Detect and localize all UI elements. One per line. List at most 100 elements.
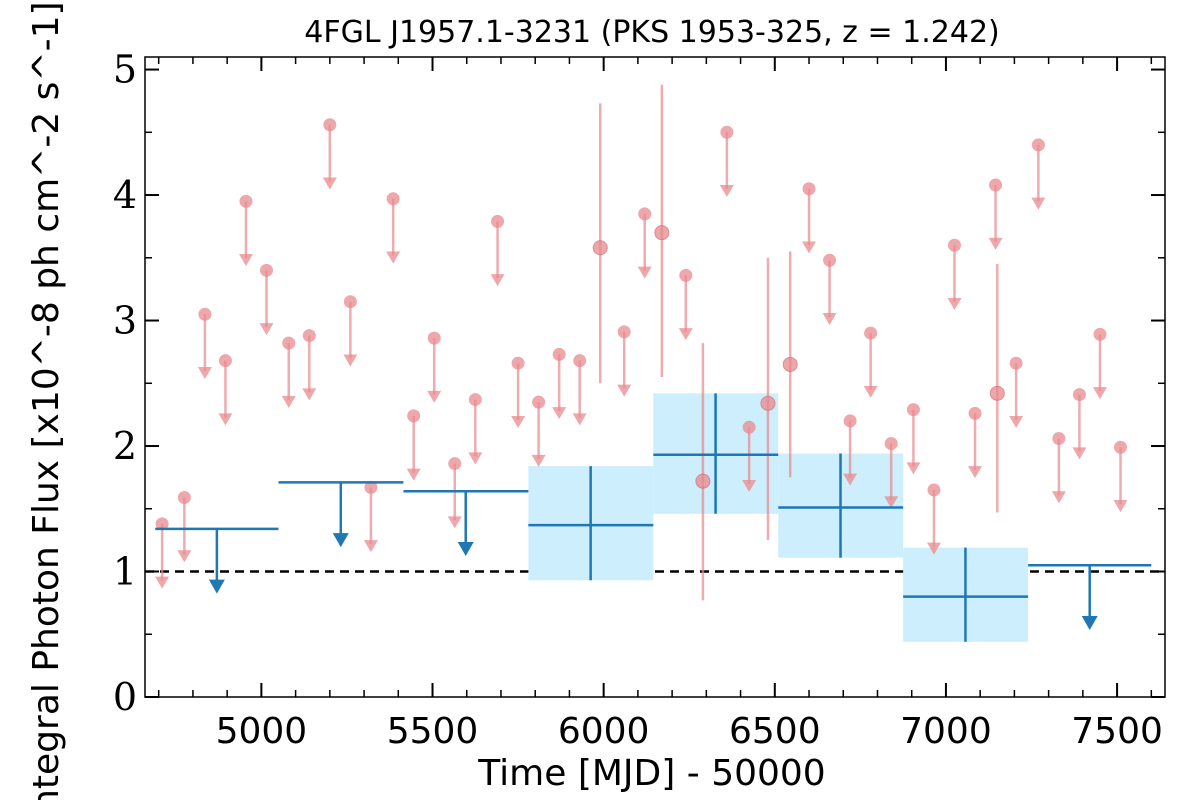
short-bin-upper-limit-arrowhead bbox=[678, 328, 693, 341]
long-bin-upper-limit-arrowhead bbox=[208, 579, 225, 594]
chart-title: 4FGL J1957.1-3231 (PKS 1953-325, z = 1.2… bbox=[304, 15, 999, 50]
short-bin-upper-limit-arrowhead bbox=[863, 385, 878, 398]
y-tick-label: 3 bbox=[113, 299, 137, 343]
short-bin-upper-limit-point bbox=[239, 194, 253, 208]
long-bin-upper-limit-arrowhead bbox=[1081, 615, 1098, 630]
short-bin-upper-limit-point bbox=[427, 331, 441, 345]
short-bin-upper-limit-arrowhead bbox=[843, 473, 858, 486]
short-bin-upper-limit-arrowhead bbox=[802, 241, 817, 254]
short-bin-upper-limit-point bbox=[1052, 431, 1066, 445]
plot-frame bbox=[144, 56, 1166, 698]
x-axis-label: Time [MJD] - 50000 bbox=[477, 753, 825, 794]
short-bin-upper-limit-point bbox=[884, 437, 898, 451]
short-bin-upper-limit-arrowhead bbox=[1113, 500, 1128, 513]
short-bin-upper-limit-arrowhead bbox=[447, 516, 462, 529]
short-bin-detection-point bbox=[760, 395, 776, 411]
short-bin-upper-limit-arrowhead bbox=[259, 323, 274, 336]
short-bin-upper-limit-point bbox=[679, 268, 693, 282]
short-bin-upper-limit-arrowhead bbox=[637, 266, 652, 279]
x-tick-label: 7000 bbox=[900, 711, 992, 752]
short-bin-upper-limit-point bbox=[617, 325, 631, 339]
short-bin-upper-limit-arrowhead bbox=[926, 542, 941, 555]
x-tick-label: 7500 bbox=[1071, 711, 1163, 752]
short-bin-upper-limit-arrowhead bbox=[302, 388, 317, 401]
short-bin-upper-limit-arrowhead bbox=[988, 237, 1003, 250]
y-tick-label: 1 bbox=[113, 550, 137, 594]
y-tick-label: 0 bbox=[113, 675, 137, 719]
short-bin-upper-limit-arrowhead bbox=[218, 413, 233, 426]
short-bin-upper-limit-arrowhead bbox=[552, 407, 567, 420]
short-bin-upper-limit-arrowhead bbox=[343, 354, 358, 367]
short-bin-upper-limit-point bbox=[1072, 388, 1086, 402]
short-bin-upper-limit-arrowhead bbox=[884, 496, 899, 509]
short-bin-upper-limit-point bbox=[386, 192, 400, 206]
short-bin-upper-limit-point bbox=[1031, 138, 1045, 152]
short-bin-upper-limit-arrowhead bbox=[322, 177, 337, 190]
short-bin-upper-limit-point bbox=[260, 263, 274, 277]
short-bin-upper-limit-arrowhead bbox=[281, 395, 296, 408]
short-bin-upper-limit-arrowhead bbox=[427, 390, 442, 403]
short-bin-upper-limit-arrowhead bbox=[1092, 387, 1107, 400]
long-bin-band-layer bbox=[528, 393, 1029, 642]
short-bin-upper-limit-point bbox=[864, 326, 878, 340]
short-bin-detection-point bbox=[782, 356, 798, 372]
x-tick-label: 6500 bbox=[729, 711, 821, 752]
short-bin-upper-limit-point bbox=[720, 125, 734, 139]
short-bin-detection-point bbox=[695, 473, 711, 489]
short-bin-upper-limit-arrowhead bbox=[406, 468, 421, 481]
short-bin-upper-limit-point bbox=[573, 354, 587, 368]
short-bin-upper-limit-arrowhead bbox=[572, 413, 587, 426]
short-bin-upper-limit-point bbox=[802, 182, 816, 196]
short-bin-upper-limit-arrowhead bbox=[1072, 447, 1087, 460]
short-bin-upper-limit-point bbox=[638, 207, 652, 221]
short-bin-upper-limit-arrowhead bbox=[947, 297, 962, 310]
x-tick-label: 6000 bbox=[558, 711, 650, 752]
short-bin-upper-limit-arrowhead bbox=[531, 454, 546, 467]
long-bin-upper-limit-arrowhead bbox=[457, 541, 474, 556]
short-bin-upper-limit-point bbox=[927, 483, 941, 497]
short-bin-upper-limit-arrowhead bbox=[822, 313, 837, 326]
x-tick-label: 5000 bbox=[216, 711, 308, 752]
short-bin-upper-limit-arrowhead bbox=[719, 185, 734, 198]
short-bin-upper-limit-point bbox=[364, 480, 378, 494]
short-bin-upper-limit-arrowhead bbox=[1051, 491, 1066, 504]
short-bin-upper-limit-point bbox=[989, 178, 1003, 192]
short-bin-detection-point bbox=[989, 385, 1005, 401]
short-bin-upper-limit-arrowhead bbox=[511, 415, 526, 428]
short-bin-upper-limit-arrowhead bbox=[468, 452, 483, 465]
short-bin-detection-point bbox=[654, 225, 670, 241]
short-bin-upper-limit-point bbox=[448, 457, 462, 471]
x-tick-label: 5500 bbox=[387, 711, 479, 752]
short-bin-upper-limit-point bbox=[218, 354, 232, 368]
short-bin-upper-limit-point bbox=[177, 490, 191, 504]
short-bin-upper-limit-arrowhead bbox=[968, 466, 983, 479]
short-bin-upper-limit-arrowhead bbox=[363, 540, 378, 553]
short-bin-upper-limit-point bbox=[323, 118, 337, 132]
short-bin-upper-limit-point bbox=[407, 409, 421, 423]
short-bin-upper-limit-point bbox=[823, 253, 837, 267]
short-bin-upper-limit-arrowhead bbox=[1009, 415, 1024, 428]
short-bin-upper-limit-point bbox=[742, 420, 756, 434]
short-bin-upper-limit-arrowhead bbox=[238, 254, 253, 267]
short-bin-upper-limit-point bbox=[511, 356, 525, 370]
short-bin-upper-limit-point bbox=[343, 295, 357, 309]
short-bin-upper-limit-arrowhead bbox=[1031, 197, 1046, 210]
short-bin-upper-limit-point bbox=[302, 329, 316, 343]
short-bin-upper-limit-point bbox=[491, 214, 505, 228]
short-bin-upper-limit-point bbox=[282, 336, 296, 350]
short-bin-upper-limit-arrowhead bbox=[490, 274, 505, 287]
short-bin-upper-limit-point bbox=[947, 238, 961, 252]
short-bin-upper-limit-arrowhead bbox=[177, 550, 192, 563]
short-bin-upper-limit-point bbox=[468, 393, 482, 407]
short-bin-detection-point bbox=[592, 240, 608, 256]
short-bin-upper-limit-arrowhead bbox=[906, 462, 921, 475]
y-tick-label: 4 bbox=[113, 173, 137, 217]
short-bin-upper-limit-arrowhead bbox=[155, 576, 170, 589]
short-bin-upper-limit-arrowhead bbox=[386, 251, 401, 264]
short-bin-upper-limit-point bbox=[906, 403, 920, 417]
short-bin-upper-limit-arrowhead bbox=[742, 479, 757, 492]
short-bin-upper-limit-point bbox=[155, 517, 169, 531]
short-bin-upper-limit-point bbox=[843, 414, 857, 428]
short-bin-upper-limit-point bbox=[552, 347, 566, 361]
